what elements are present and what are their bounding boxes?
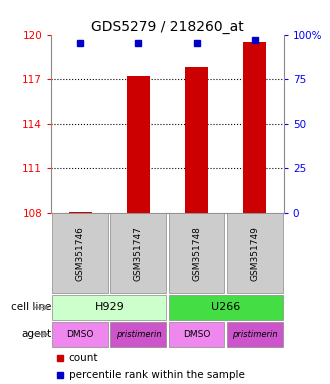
Bar (52, 213, 108, 293)
Text: pristimerin: pristimerin (232, 330, 278, 339)
Bar (227, 213, 282, 293)
Bar (169, 295, 282, 320)
Bar (52, 295, 166, 320)
Bar (111, 213, 166, 293)
Bar (52, 322, 108, 347)
Bar (169, 322, 224, 347)
Text: cell line: cell line (11, 303, 51, 313)
Text: agent: agent (21, 329, 51, 339)
Text: GSM351746: GSM351746 (76, 226, 85, 281)
Text: pristimerin: pristimerin (115, 330, 161, 339)
Text: percentile rank within the sample: percentile rank within the sample (69, 370, 245, 380)
Bar (227, 322, 282, 347)
Bar (69, 212, 92, 213)
Bar (243, 42, 266, 213)
Text: U266: U266 (211, 303, 240, 313)
Bar (111, 322, 166, 347)
Text: DMSO: DMSO (67, 330, 94, 339)
Text: DMSO: DMSO (183, 330, 210, 339)
Text: count: count (69, 353, 98, 363)
Bar (169, 213, 224, 293)
Text: GSM351747: GSM351747 (134, 226, 143, 281)
Title: GDS5279 / 218260_at: GDS5279 / 218260_at (91, 20, 244, 33)
Bar (127, 76, 150, 213)
Text: H929: H929 (94, 303, 124, 313)
Text: GSM351749: GSM351749 (250, 226, 259, 281)
Bar (185, 67, 208, 213)
Text: GSM351748: GSM351748 (192, 226, 201, 281)
